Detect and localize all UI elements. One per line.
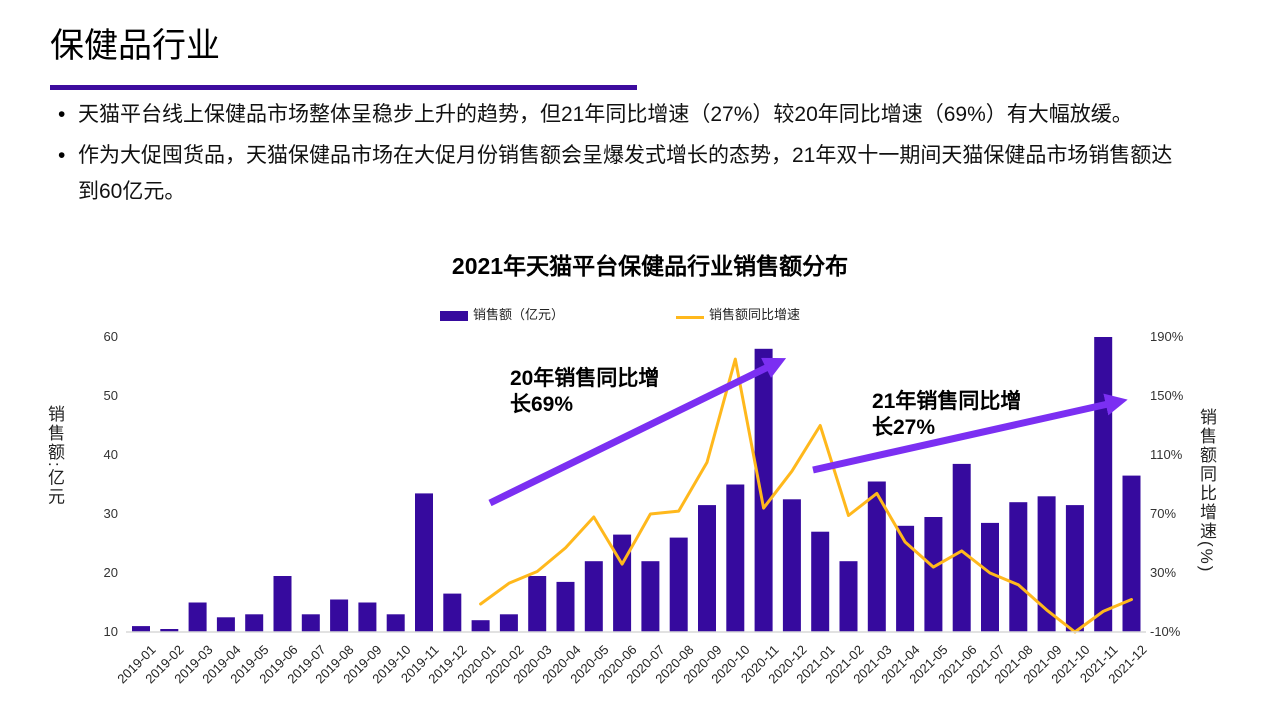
y-tick-right-190: 190% bbox=[1150, 329, 1184, 344]
right-axis-title: 销售额同比增速(%) bbox=[1197, 408, 1216, 574]
y-tick-right-30: 30% bbox=[1150, 565, 1177, 580]
bar-2019-07 bbox=[301, 614, 320, 632]
bar-2020-03 bbox=[528, 576, 547, 632]
bar-2021-01 bbox=[811, 531, 830, 632]
bar-2021-03 bbox=[867, 481, 886, 632]
bar-2020-05 bbox=[584, 561, 603, 632]
bar-2021-12 bbox=[1122, 475, 1141, 632]
bar-2020-10 bbox=[726, 484, 745, 632]
growth-line bbox=[479, 357, 1133, 634]
bar-2019-09 bbox=[358, 602, 377, 632]
bar-2020-08 bbox=[669, 537, 688, 632]
y-tick-left-20: 20 bbox=[103, 565, 118, 580]
bar-2021-02 bbox=[839, 561, 858, 632]
bar-2019-12 bbox=[443, 593, 462, 632]
bar-2021-11 bbox=[1094, 337, 1113, 632]
bar-2019-08 bbox=[330, 599, 349, 632]
y-tick-left-50: 50 bbox=[103, 388, 118, 403]
chart-title: 2021年天猫平台保健品行业销售额分布 bbox=[451, 253, 849, 279]
bar-2021-04 bbox=[896, 525, 915, 632]
bar-2020-09 bbox=[698, 505, 716, 632]
bullet-text: 天猫平台线上保健品市场整体呈稳步上升的趋势，但21年同比增速（27%）较20年同… bbox=[78, 103, 1133, 126]
bars-group bbox=[132, 337, 1141, 633]
bullet-dot: • bbox=[58, 103, 66, 126]
bar-2021-09 bbox=[1037, 496, 1056, 632]
legend-line-swatch bbox=[676, 316, 704, 319]
legend-bar-label: 销售额（亿元） bbox=[473, 307, 565, 322]
bar-2019-10 bbox=[386, 614, 405, 632]
bar-2020-06 bbox=[613, 534, 632, 632]
bullet-dot: • bbox=[58, 144, 66, 167]
bar-2020-02 bbox=[499, 614, 518, 632]
annotation-2020-growth: 20年销售同比增长69% bbox=[510, 367, 660, 416]
y-tick-right-150: 150% bbox=[1150, 388, 1184, 403]
bullet-item: • 作为大促囤货品，天猫保健品市场在大促月份销售额会呈爆发式增长的态势，21年双… bbox=[58, 138, 1210, 210]
bar-2020-12 bbox=[782, 499, 801, 633]
y-tick-right-70: 70% bbox=[1150, 506, 1177, 521]
legend-bar-swatch bbox=[440, 311, 468, 321]
y-tick-left-30: 30 bbox=[103, 506, 118, 521]
y-tick-left-10: 10 bbox=[103, 624, 118, 639]
title-underline bbox=[50, 85, 637, 90]
annotation-2021-growth: 21年销售同比增长27% bbox=[872, 390, 1022, 439]
bullet-text: 作为大促囤货品，天猫保健品市场在大促月份销售额会呈爆发式增长的态势，21年双十一… bbox=[78, 144, 1173, 203]
left-axis-title: 销售额:亿元 bbox=[45, 405, 64, 507]
y-tick-left-40: 40 bbox=[103, 447, 118, 462]
legend-line-label: 销售额同比增速 bbox=[709, 307, 801, 322]
bar-2020-11 bbox=[754, 348, 773, 632]
bar-2021-06 bbox=[952, 463, 971, 632]
bar-2020-01 bbox=[471, 620, 490, 632]
bar-2019-01 bbox=[132, 626, 150, 632]
bar-2019-03 bbox=[188, 602, 207, 632]
bar-2021-10 bbox=[1065, 505, 1084, 632]
bar-2019-06 bbox=[273, 576, 292, 632]
bar-2020-04 bbox=[556, 581, 575, 632]
y-tick-right--10: -10% bbox=[1150, 624, 1181, 639]
bar-2021-07 bbox=[981, 522, 999, 632]
bar-2021-05 bbox=[924, 517, 943, 632]
bar-2021-08 bbox=[1009, 502, 1028, 632]
y-tick-right-110: 110% bbox=[1150, 447, 1183, 462]
page-title: 保健品行业 bbox=[50, 27, 220, 65]
bar-2019-02 bbox=[160, 629, 179, 632]
bar-2019-05 bbox=[245, 614, 264, 632]
bullet-item: • 天猫平台线上保健品市场整体呈稳步上升的趋势，但21年同比增速（27%）较20… bbox=[58, 97, 1210, 133]
bar-2019-04 bbox=[216, 617, 235, 633]
bar-2020-07 bbox=[641, 561, 660, 632]
bullet-list: • 天猫平台线上保健品市场整体呈稳步上升的趋势，但21年同比增速（27%）较20… bbox=[58, 97, 1210, 215]
y-tick-left-60: 60 bbox=[103, 329, 118, 344]
trend-arrow-2021 bbox=[812, 393, 1128, 474]
trend-arrow-2020 bbox=[488, 357, 787, 507]
bar-2019-11 bbox=[415, 493, 433, 632]
